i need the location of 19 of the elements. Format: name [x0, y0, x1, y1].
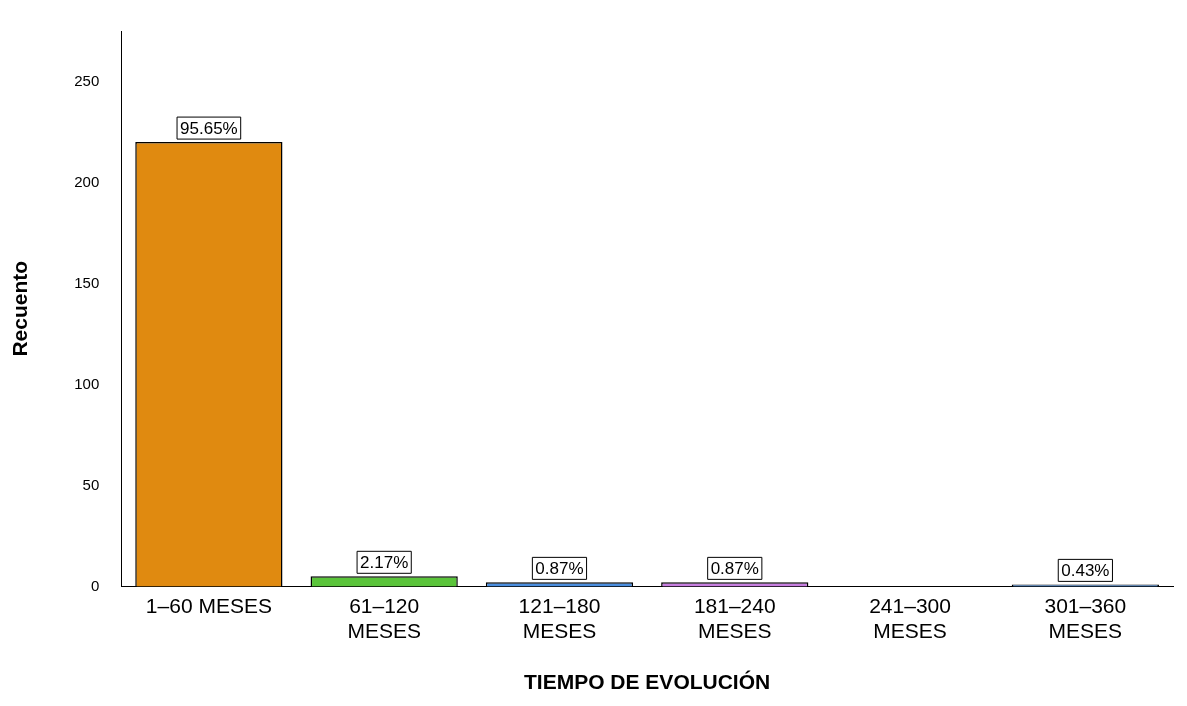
- y-tick-label: 250: [74, 71, 100, 89]
- annotation: 0.87%: [535, 559, 584, 579]
- annotation: 0.87%: [710, 559, 759, 579]
- annotation: 95.65%: [180, 118, 238, 138]
- y-tick-label: 100: [74, 374, 100, 392]
- y-tick-label: 50: [82, 475, 100, 493]
- x-tick-label: 301–360 MESES: [1044, 593, 1127, 642]
- y-tick-label: 0: [90, 576, 100, 594]
- x-tick-label: 1–60 MESES: [145, 593, 272, 617]
- annotation: 0.43%: [1061, 561, 1110, 581]
- y-tick-label: 200: [74, 172, 100, 190]
- x-tick-label: 181–240 MESES: [693, 593, 776, 642]
- y-axis-title: Recuento: [8, 260, 32, 357]
- y-tick-label: 150: [74, 273, 100, 291]
- x-tick-label: 121–180 MESES: [518, 593, 601, 642]
- x-tick-label: 61–120 MESES: [347, 593, 421, 642]
- annotation: 2.17%: [360, 552, 409, 572]
- x-tick-label: 241–300 MESES: [869, 593, 951, 642]
- x-axis-title: TIEMPO DE EVOLUCIÓN: [524, 670, 771, 694]
